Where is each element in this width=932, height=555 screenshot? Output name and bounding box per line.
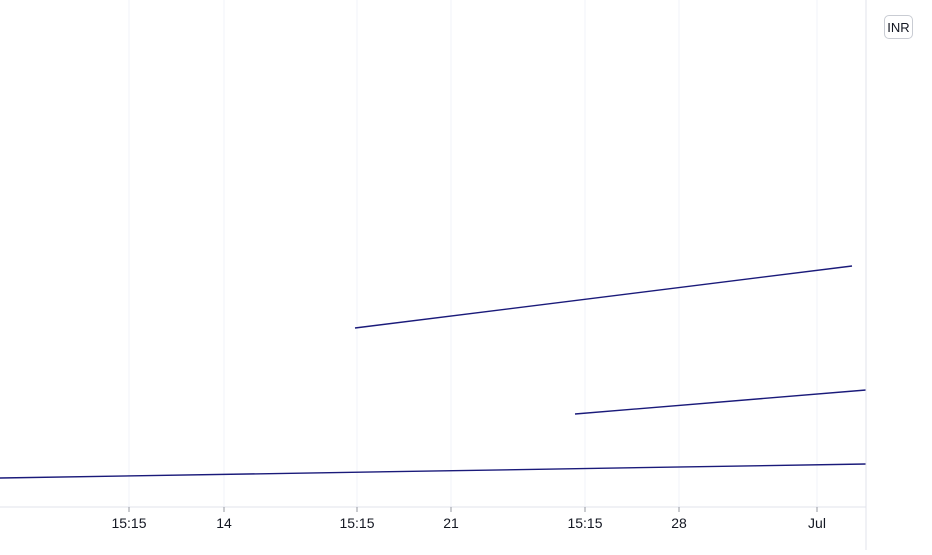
x-tick-label: 15:15 [111, 515, 146, 531]
trendline [574, 389, 867, 415]
time-axis[interactable]: 15:15 14 15:15 21 15:15 28 Jul [111, 507, 826, 531]
x-tick-label: Jul [808, 515, 826, 531]
currency-button[interactable]: INR [884, 15, 913, 39]
x-tick-label: 15:15 [567, 515, 602, 531]
x-tick-label: 28 [671, 515, 687, 531]
x-tick-label: 21 [443, 515, 459, 531]
trendline [354, 265, 853, 329]
x-tick-label: 15:15 [339, 515, 374, 531]
x-tick-label: 14 [216, 515, 232, 531]
trendline [0, 463, 867, 479]
trendlines [0, 265, 867, 479]
grid-lines [128, 0, 818, 507]
